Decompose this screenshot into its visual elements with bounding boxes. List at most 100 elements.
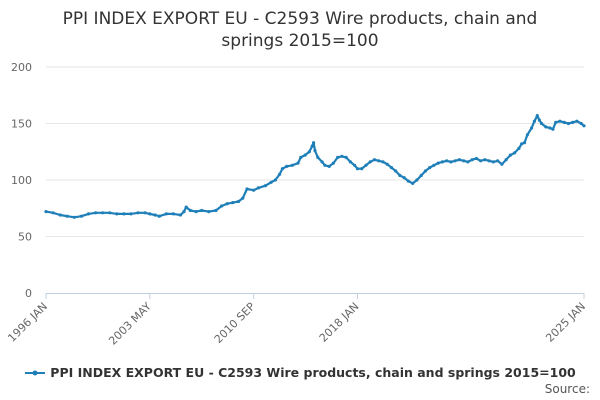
data-point[interactable] — [457, 158, 461, 162]
data-point[interactable] — [513, 151, 517, 155]
data-point[interactable] — [525, 133, 530, 137]
data-point[interactable] — [504, 158, 508, 162]
data-point[interactable] — [312, 141, 316, 145]
data-point[interactable] — [72, 215, 76, 219]
data-point[interactable] — [381, 160, 385, 164]
data-point[interactable] — [562, 120, 566, 124]
data-point[interactable] — [372, 158, 377, 162]
data-point[interactable] — [389, 166, 394, 170]
data-point[interactable] — [143, 211, 147, 215]
data-point[interactable] — [436, 161, 440, 165]
data-point[interactable] — [423, 169, 427, 173]
data-point[interactable] — [164, 212, 168, 216]
data-point[interactable] — [310, 144, 314, 148]
data-point[interactable] — [200, 208, 204, 213]
data-point[interactable] — [530, 126, 534, 130]
data-point[interactable] — [108, 211, 112, 215]
data-point[interactable] — [398, 173, 402, 178]
data-point[interactable] — [278, 172, 282, 176]
data-point[interactable] — [280, 167, 284, 171]
data-point[interactable] — [419, 173, 423, 178]
data-point[interactable] — [290, 163, 294, 167]
data-point[interactable] — [522, 141, 527, 145]
source-credit[interactable]: Source: — [544, 382, 590, 396]
data-point[interactable] — [432, 163, 436, 167]
data-point[interactable] — [184, 205, 188, 209]
data-point[interactable] — [285, 164, 289, 168]
data-point[interactable] — [148, 212, 152, 216]
data-point[interactable] — [582, 124, 586, 128]
data-point[interactable] — [539, 121, 544, 126]
data-point[interactable] — [178, 213, 183, 217]
data-point[interactable] — [273, 178, 277, 182]
data-point[interactable] — [331, 161, 335, 165]
data-point[interactable] — [554, 120, 558, 124]
data-point[interactable] — [483, 158, 487, 162]
data-point[interactable] — [344, 155, 348, 159]
data-point[interactable] — [355, 167, 360, 171]
data-point[interactable] — [571, 120, 575, 124]
data-point[interactable] — [340, 154, 344, 158]
data-point[interactable] — [86, 212, 91, 216]
data-point[interactable] — [487, 159, 491, 163]
data-point[interactable] — [402, 176, 406, 180]
data-point[interactable] — [415, 178, 419, 182]
data-point[interactable] — [207, 210, 211, 214]
data-point[interactable] — [115, 212, 119, 216]
data-point[interactable] — [336, 155, 340, 159]
data-point[interactable] — [491, 160, 495, 164]
data-point[interactable] — [323, 163, 327, 167]
data-point[interactable] — [44, 210, 48, 214]
data-point[interactable] — [496, 159, 500, 163]
data-point[interactable] — [129, 212, 133, 216]
data-point[interactable] — [566, 121, 571, 126]
data-point[interactable] — [517, 146, 521, 150]
data-point[interactable] — [94, 211, 98, 215]
data-point[interactable] — [51, 211, 55, 215]
data-point[interactable] — [153, 213, 157, 217]
data-point[interactable] — [157, 214, 161, 218]
data-point[interactable] — [535, 114, 539, 118]
data-point[interactable] — [101, 211, 105, 215]
data-point[interactable] — [377, 159, 381, 163]
data-point[interactable] — [537, 118, 542, 122]
data-point[interactable] — [299, 155, 303, 159]
data-point[interactable] — [65, 214, 69, 218]
data-point[interactable] — [353, 163, 357, 167]
data-point[interactable] — [532, 119, 537, 123]
data-point[interactable] — [500, 162, 504, 166]
series-line[interactable] — [44, 114, 586, 219]
data-point[interactable] — [182, 210, 186, 214]
data-point[interactable] — [385, 162, 389, 166]
data-point[interactable] — [440, 160, 444, 164]
data-point[interactable] — [316, 155, 320, 159]
data-point[interactable] — [579, 121, 583, 126]
data-point[interactable] — [241, 196, 245, 200]
data-point[interactable] — [307, 150, 311, 154]
data-point[interactable] — [364, 163, 368, 167]
data-point[interactable] — [194, 210, 198, 214]
data-point[interactable] — [544, 125, 548, 129]
data-point[interactable] — [466, 160, 470, 164]
data-point[interactable] — [520, 142, 524, 146]
data-point[interactable] — [313, 149, 317, 153]
data-point[interactable] — [470, 158, 474, 162]
data-point[interactable] — [474, 156, 478, 161]
data-point[interactable] — [269, 180, 273, 184]
data-point[interactable] — [231, 201, 235, 205]
data-point[interactable] — [236, 199, 241, 204]
data-point[interactable] — [508, 153, 512, 157]
data-point[interactable] — [225, 202, 229, 206]
data-point[interactable] — [320, 160, 324, 164]
data-point[interactable] — [171, 212, 175, 216]
data-point[interactable] — [58, 213, 62, 217]
data-point[interactable] — [303, 153, 307, 157]
data-point[interactable] — [263, 184, 267, 188]
data-point[interactable] — [348, 160, 352, 164]
data-point[interactable] — [406, 179, 410, 183]
data-point[interactable] — [551, 127, 555, 131]
data-point[interactable] — [445, 159, 449, 163]
data-point[interactable] — [136, 211, 140, 215]
data-point[interactable] — [327, 164, 331, 168]
data-point[interactable] — [368, 160, 372, 164]
